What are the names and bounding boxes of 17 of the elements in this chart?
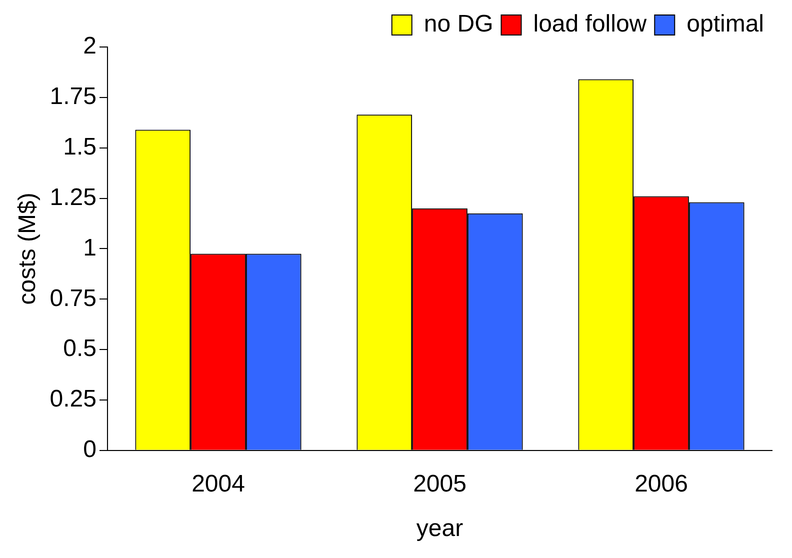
y-tick-label: 1 [83, 234, 97, 262]
y-axis-title: costs (M$) [14, 192, 42, 305]
y-tick-label: 0.5 [63, 335, 97, 362]
x-tick-label: 2005 [413, 470, 466, 498]
y-tick-label: 0 [83, 436, 97, 464]
y-tick-label: 0.75 [50, 284, 97, 312]
x-tick-label: 2006 [634, 470, 688, 498]
y-tick-label: 2 [83, 32, 97, 60]
legend-label: load follow [533, 10, 648, 38]
legend-label: no DG [424, 10, 494, 38]
legend-label: optimal [686, 10, 764, 38]
x-axis-title: year [416, 515, 464, 542]
y-tick-label: 0.25 [50, 386, 97, 413]
y-tick-label: 1.25 [50, 184, 97, 211]
y-tick-label: 1.5 [63, 133, 97, 160]
y-tick-label: 1.75 [50, 83, 97, 110]
x-tick-label: 2004 [192, 470, 245, 498]
